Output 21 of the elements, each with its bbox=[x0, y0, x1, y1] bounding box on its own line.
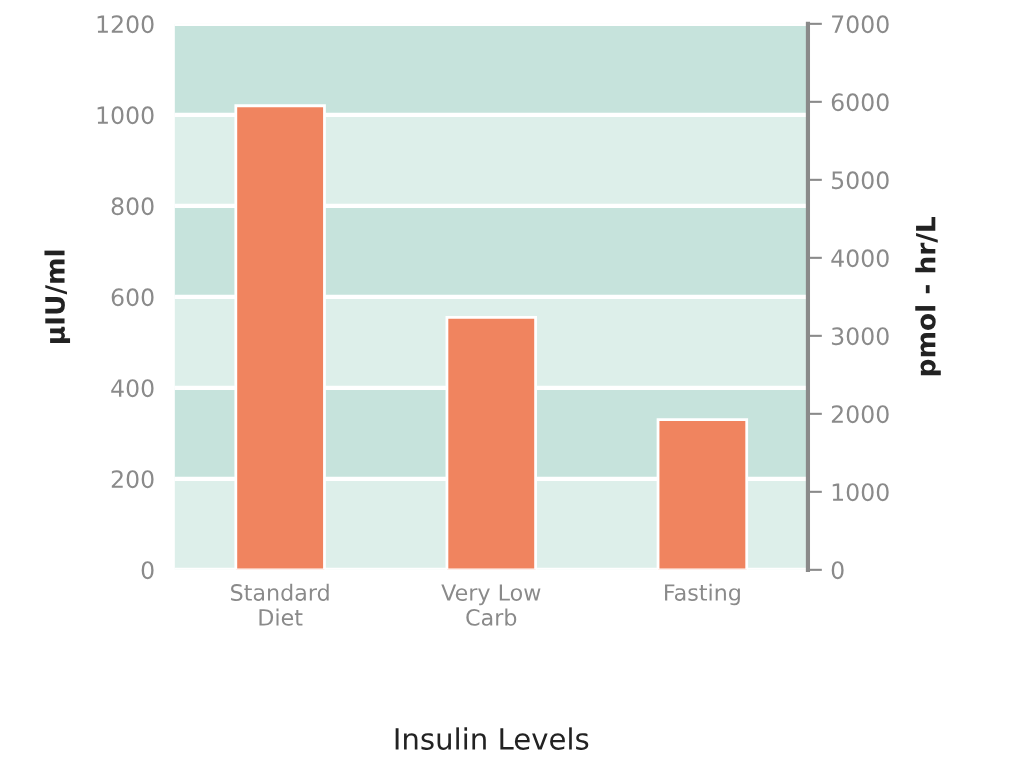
x-tick-label: Very Low Carb bbox=[441, 584, 541, 626]
y2-tick-label: 7000 bbox=[832, 15, 889, 34]
y2-tick-label: 5000 bbox=[831, 171, 889, 190]
y2-tick-label: 1000 bbox=[832, 483, 889, 502]
x-axis-title: Insulin Levels bbox=[395, 727, 589, 750]
x-tick-label: Standard Diet bbox=[231, 583, 329, 626]
y2-axis-title: pmol - hr/L bbox=[915, 216, 941, 376]
x-tick-label: Fasting bbox=[665, 583, 740, 606]
y-axis-title: µIU/ml bbox=[44, 250, 71, 344]
y2-tick-label: 4000 bbox=[831, 249, 889, 268]
y-tick-label: 0 bbox=[141, 561, 154, 580]
y2-tick-label: 0 bbox=[831, 561, 844, 580]
y2-tick-label: 3000 bbox=[831, 327, 889, 346]
y2-tick-label: 6000 bbox=[831, 93, 889, 112]
y2-tick-label: 2000 bbox=[831, 405, 889, 424]
y-tick-label: 1000 bbox=[97, 106, 154, 125]
y-tick-label: 600 bbox=[111, 288, 154, 307]
y-tick-label: 1200 bbox=[97, 15, 154, 34]
y-tick-label: 400 bbox=[111, 379, 154, 398]
y-tick-label: 800 bbox=[111, 197, 154, 216]
y-tick-label: 200 bbox=[111, 470, 154, 489]
